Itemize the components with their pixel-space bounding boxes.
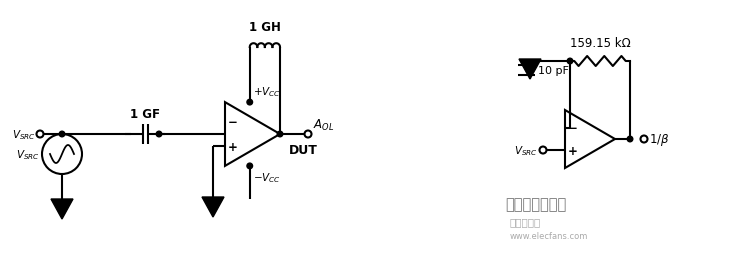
Text: $-V_{CC}$: $-V_{CC}$ [252, 170, 280, 184]
Text: 电子发烧点: 电子发烧点 [510, 216, 541, 226]
Text: +: + [568, 144, 578, 157]
Circle shape [247, 164, 252, 169]
Text: −: − [568, 122, 578, 135]
Circle shape [305, 131, 311, 138]
Circle shape [156, 132, 161, 137]
Text: 1 GH: 1 GH [249, 21, 281, 34]
Text: 159.15 kΩ: 159.15 kΩ [570, 37, 631, 50]
Polygon shape [51, 199, 73, 219]
Text: $V_{SRC}$: $V_{SRC}$ [12, 128, 36, 141]
Text: $V_{SRC}$: $V_{SRC}$ [16, 148, 40, 161]
Circle shape [567, 59, 573, 65]
Circle shape [37, 131, 43, 138]
Text: 理想的放大器。: 理想的放大器。 [505, 197, 566, 212]
Circle shape [277, 132, 283, 137]
Circle shape [539, 147, 547, 154]
Text: $+V_{CC}$: $+V_{CC}$ [252, 85, 280, 99]
Circle shape [247, 100, 252, 105]
Polygon shape [519, 60, 541, 80]
Polygon shape [202, 197, 224, 217]
Text: www.elecfans.com: www.elecfans.com [510, 232, 589, 241]
Circle shape [627, 137, 633, 142]
Text: $V_{SRC}$: $V_{SRC}$ [515, 144, 538, 157]
Circle shape [59, 132, 65, 137]
Text: −: − [228, 116, 238, 129]
Text: 1/$\beta$: 1/$\beta$ [649, 132, 669, 147]
Circle shape [641, 136, 647, 143]
Text: +: + [228, 140, 238, 153]
Text: 10 pF: 10 pF [538, 66, 569, 76]
Text: $A_{OL}$: $A_{OL}$ [313, 117, 334, 133]
Text: 1 GF: 1 GF [130, 108, 160, 121]
Text: DUT: DUT [288, 143, 317, 156]
